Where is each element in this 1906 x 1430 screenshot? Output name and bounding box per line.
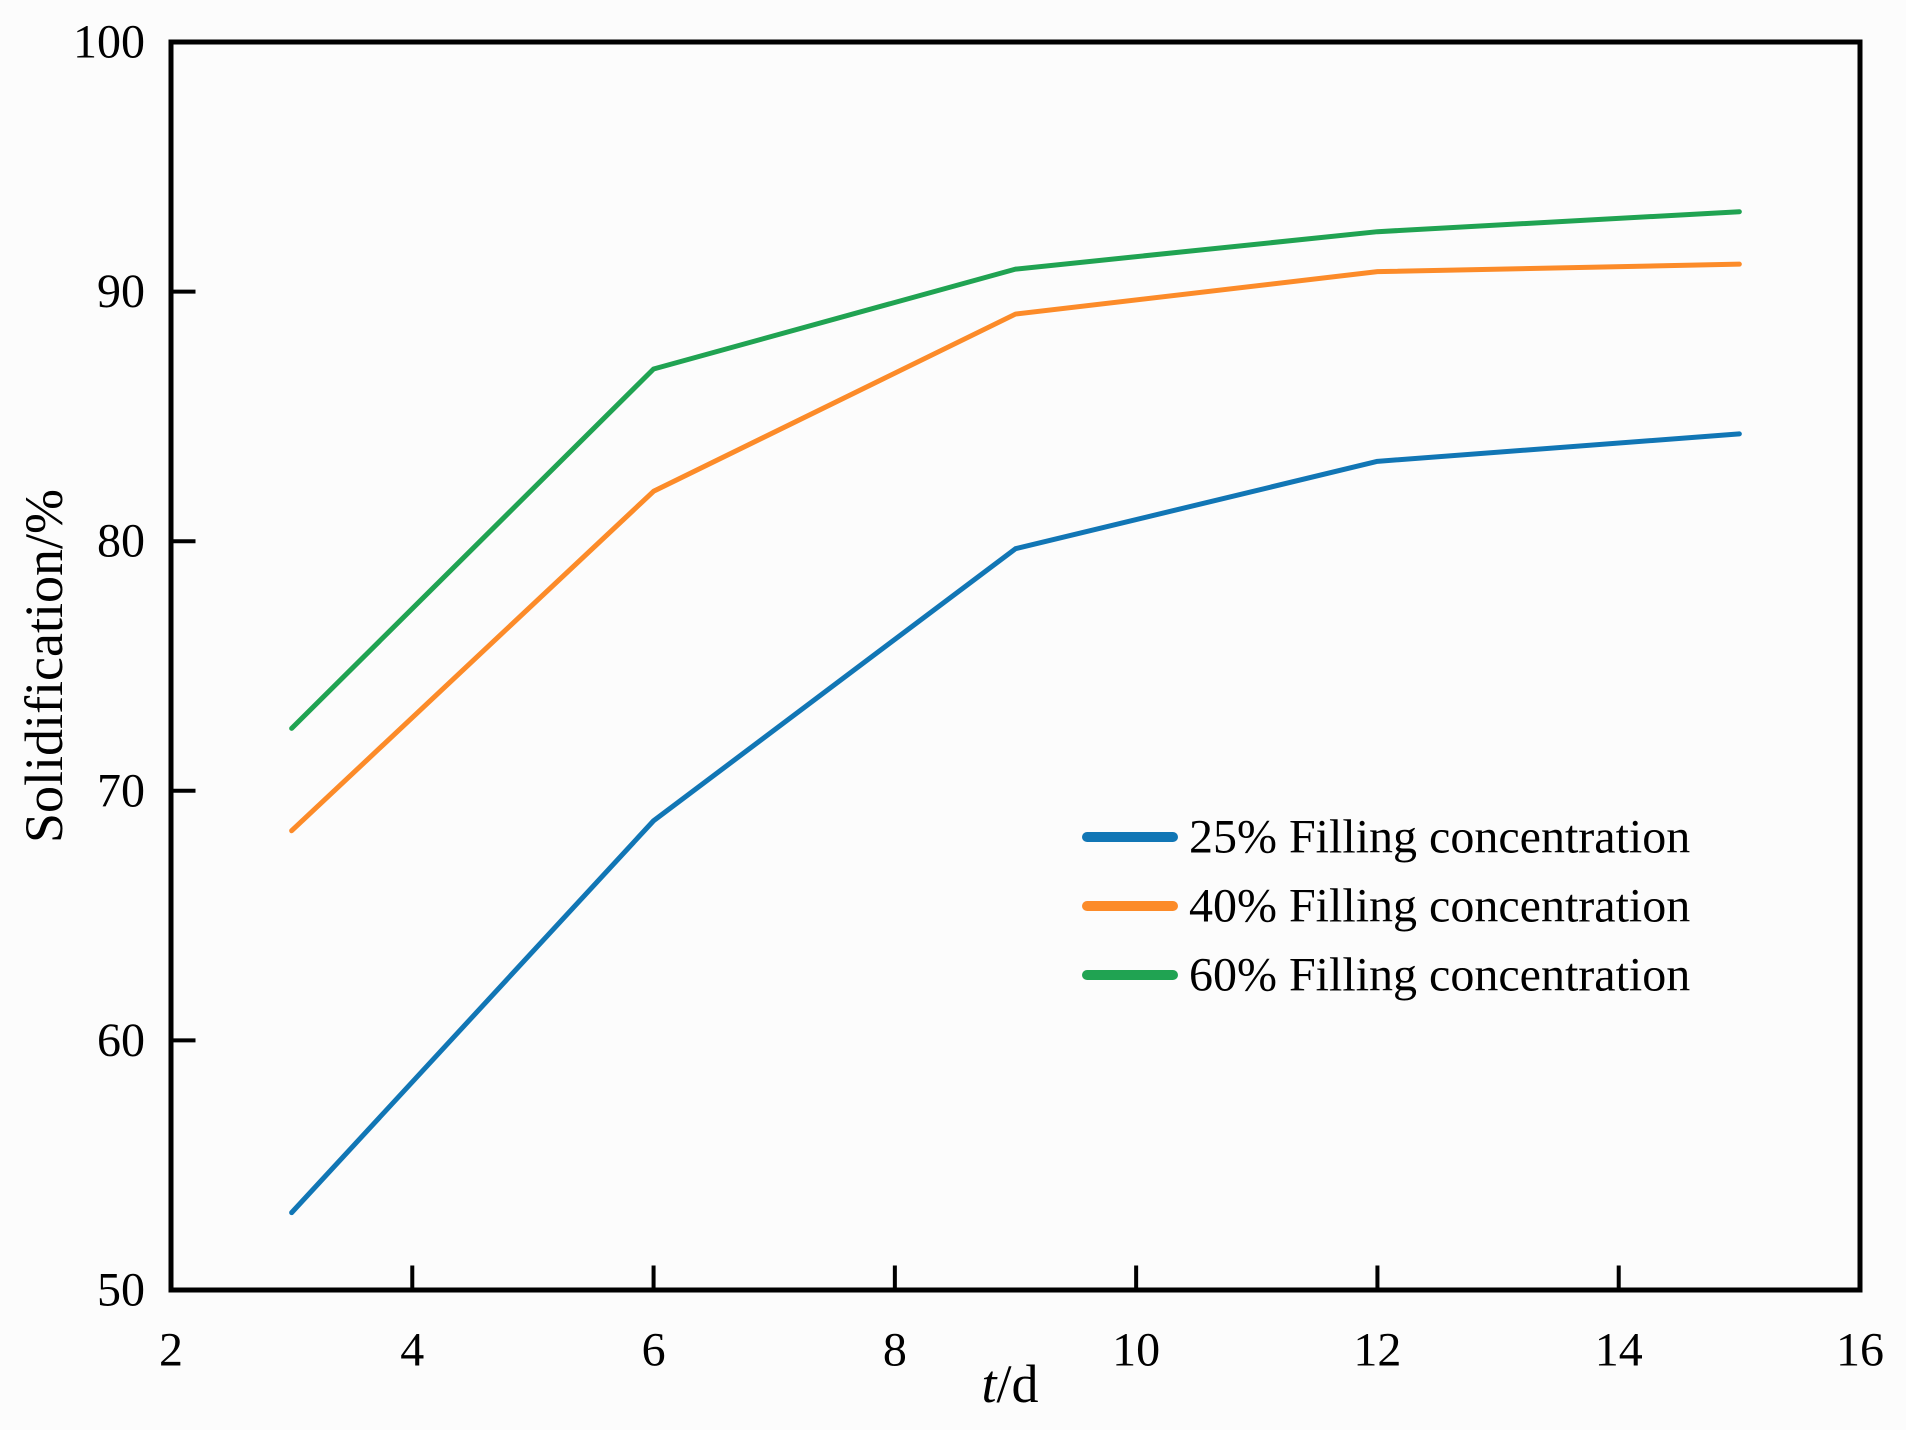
y-tick-label: 70	[97, 764, 145, 817]
y-tick-label: 90	[97, 265, 145, 318]
y-tick-label: 60	[97, 1014, 145, 1067]
x-tick-label: 12	[1353, 1324, 1401, 1377]
x-tick-label: 14	[1595, 1324, 1643, 1377]
x-axis-title: t/d	[981, 1357, 1038, 1411]
y-tick-label: 100	[73, 16, 145, 69]
x-axis-title-unit: /d	[996, 1354, 1039, 1414]
legend-label: 60% Filling concentration	[1189, 949, 1690, 1002]
series-line	[289, 431, 1742, 1216]
x-tick-label: 6	[642, 1324, 666, 1377]
y-tick-label: 80	[97, 515, 145, 568]
legend-label: 25% Filling concentration	[1189, 811, 1690, 864]
x-tick-label: 10	[1112, 1324, 1160, 1377]
legend-label: 40% Filling concentration	[1189, 880, 1690, 933]
plot-frame	[168, 39, 1863, 1293]
series-line	[289, 209, 1742, 731]
x-tick-label: 2	[159, 1324, 183, 1377]
y-tick-label: 50	[97, 1264, 145, 1317]
x-tick-label: 8	[883, 1324, 907, 1377]
x-tick-label: 16	[1836, 1324, 1884, 1377]
x-tick-label: 4	[400, 1324, 424, 1377]
series-line	[289, 261, 1742, 834]
x-axis-title-variable: t	[981, 1354, 997, 1414]
y-axis-title: Solidification/%	[14, 489, 74, 843]
